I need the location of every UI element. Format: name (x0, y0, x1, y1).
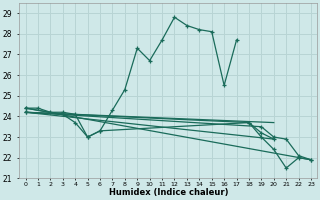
X-axis label: Humidex (Indice chaleur): Humidex (Indice chaleur) (108, 188, 228, 197)
